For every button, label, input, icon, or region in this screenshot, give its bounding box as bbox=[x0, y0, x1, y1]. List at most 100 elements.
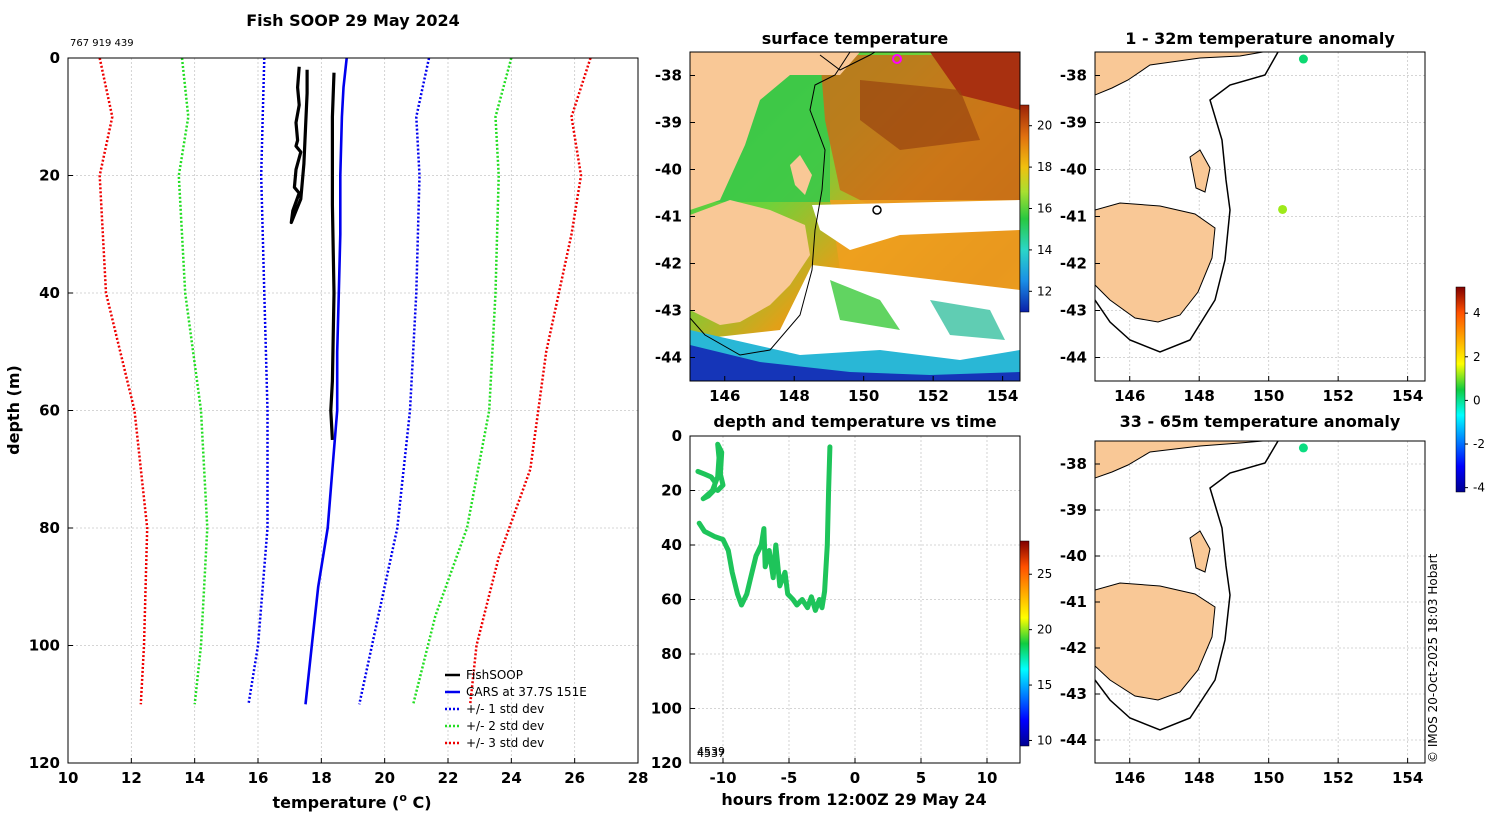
sst-ytick-label-1: -39 bbox=[655, 114, 682, 132]
depth-time-xtick-label-3: 5 bbox=[916, 769, 926, 787]
profile-ytick-label-6: 120 bbox=[29, 754, 60, 772]
anomaly-upper-ticks: 146 148 150 152 154 -38 -39 -40 -41 -42 -43 -44 bbox=[1060, 67, 1423, 406]
sst-colorbar-tick-label-1: 14 bbox=[1037, 243, 1052, 257]
anomaly-lower-ytick-label-2: -40 bbox=[1060, 547, 1087, 565]
depth-time-colorbar-tick-label-3: 25 bbox=[1037, 567, 1052, 581]
depth-time-colorbar-tick-label-0: 10 bbox=[1037, 733, 1052, 747]
legend-label-cars: CARS at 37.7S 151E bbox=[466, 685, 587, 699]
copyright-note: © IMOS 20-Oct-2025 18:03 Hobart bbox=[1426, 553, 1440, 763]
depth-time-series bbox=[695, 441, 833, 613]
anomaly-upper-ytick-label-3: -41 bbox=[1060, 208, 1087, 226]
anomaly-upper-ytick-label-2: -40 bbox=[1060, 161, 1087, 179]
sst-map: surface temperature 146 148 150 152 154 -38 -3… bbox=[655, 29, 1052, 405]
depth-time-ytick-label-5: 100 bbox=[651, 700, 682, 718]
anomaly-colorbar-tick-label-1: -2 bbox=[1473, 437, 1485, 451]
anomaly-upper-ytick-label-6: -44 bbox=[1060, 349, 1087, 367]
depth-time-ytick-label-4: 80 bbox=[661, 645, 682, 663]
anomaly-lower-xtick-label-3: 152 bbox=[1323, 769, 1354, 787]
depth-time-ytick-label-2: 40 bbox=[661, 536, 682, 554]
profile-xtick-label-0: 10 bbox=[58, 769, 79, 787]
profile-ytick-label-1: 20 bbox=[39, 167, 60, 185]
anomaly-lower-ytick-label-3: -41 bbox=[1060, 593, 1087, 611]
anomaly-lower-ytick-label-1: -39 bbox=[1060, 501, 1087, 519]
profile-series-1 bbox=[329, 72, 336, 440]
anomaly-upper-xtick-label-3: 152 bbox=[1323, 387, 1354, 405]
anomaly-upper-point-0 bbox=[1298, 54, 1308, 64]
anomaly-upper-map: 1 - 32m temperature anomaly 146 148 150 152… bbox=[1060, 29, 1485, 495]
sst-ytick-label-5: -43 bbox=[655, 302, 682, 320]
anomaly-colorbar bbox=[1455, 286, 1466, 493]
depth-time-xtick-label-0: -10 bbox=[709, 769, 736, 787]
anomaly-lower-ytick-label-6: -44 bbox=[1060, 731, 1087, 749]
depth-time-xtick-label-2: 0 bbox=[850, 769, 860, 787]
sst-ytick-label-0: -38 bbox=[655, 67, 682, 85]
depth-time-annotation-2: 4537 bbox=[697, 747, 725, 760]
anomaly-lower-xtick-label-4: 154 bbox=[1392, 769, 1423, 787]
anomaly-upper-land bbox=[1095, 52, 1279, 353]
anomaly-lower-ticks: 146 148 150 152 154 -38 -39 -40 -41 -42 -43 -44 bbox=[1060, 455, 1423, 787]
sst-marker-black bbox=[872, 205, 882, 215]
profile-xtick-label-3: 16 bbox=[248, 769, 269, 787]
anomaly-colorbar-tick-label-0: -4 bbox=[1473, 481, 1485, 495]
profile-xtick-label-6: 22 bbox=[438, 769, 459, 787]
anomaly-upper-xtick-label-4: 154 bbox=[1392, 387, 1423, 405]
profile-ytick-label-2: 40 bbox=[39, 284, 60, 302]
anomaly-lower-xtick-label-1: 148 bbox=[1184, 769, 1215, 787]
sst-field bbox=[690, 52, 1020, 381]
profile-legend: FishSOOP CARS at 37.7S 151E +/- 1 std de… bbox=[445, 668, 587, 750]
profile-xtick-label-2: 14 bbox=[184, 769, 205, 787]
anomaly-upper-xtick-label-1: 148 bbox=[1184, 387, 1215, 405]
depth-time-series-0 bbox=[695, 441, 726, 502]
legend-label-fishsoop: FishSOOP bbox=[466, 668, 523, 682]
profile-xtick-label-5: 20 bbox=[374, 769, 395, 787]
profile-series-6 bbox=[411, 58, 513, 705]
depth-time-colorbar-tick-label-2: 20 bbox=[1037, 623, 1052, 637]
profile-series-8 bbox=[468, 58, 592, 705]
sst-colorbar-ticks: 12 14 16 18 20 bbox=[1029, 119, 1052, 298]
depth-time-xtick-label-1: -5 bbox=[781, 769, 798, 787]
profile-series-4 bbox=[358, 58, 431, 705]
anomaly-lower-ytick-label-5: -43 bbox=[1060, 685, 1087, 703]
depth-time-annotation-1: 4539 bbox=[697, 745, 725, 758]
profile-series bbox=[98, 58, 592, 705]
depth-time-ytick-label-1: 20 bbox=[661, 482, 682, 500]
profile-series-0 bbox=[289, 66, 309, 225]
profile-ticks: 10 12 14 16 18 20 22 24 26 28 0 20 40 60 80 100 120 bbox=[29, 49, 649, 787]
anomaly-upper-ytick-label-1: -39 bbox=[1060, 114, 1087, 132]
sst-colorbar-tick-label-4: 20 bbox=[1037, 119, 1052, 133]
profile-series-5 bbox=[177, 58, 209, 705]
depth-time-colorbar bbox=[1019, 540, 1030, 747]
anomaly-upper-title: 1 - 32m temperature anomaly bbox=[1125, 29, 1395, 48]
anomaly-colorbar-tick-label-2: 0 bbox=[1473, 393, 1481, 407]
anomaly-lower-land bbox=[1095, 441, 1279, 731]
anomaly-lower-title: 33 - 65m temperature anomaly bbox=[1120, 412, 1401, 431]
ids-label: 767 919 439 bbox=[70, 38, 134, 49]
sst-colorbar-tick-label-2: 16 bbox=[1037, 202, 1052, 216]
anomaly-lower-ytick-label-4: -42 bbox=[1060, 639, 1087, 657]
sst-xtick-label-2: 150 bbox=[848, 387, 879, 405]
profile-xlabel: temperature (o C) bbox=[272, 791, 431, 812]
anomaly-colorbar-tick-label-3: 2 bbox=[1473, 350, 1481, 364]
anomaly-lower-point-0 bbox=[1298, 443, 1308, 453]
sst-ytick-label-3: -41 bbox=[655, 208, 682, 226]
depth-time-ytick-label-0: 0 bbox=[672, 427, 682, 445]
sst-colorbar-tick-label-3: 18 bbox=[1037, 160, 1052, 174]
profile-ytick-label-4: 80 bbox=[39, 519, 60, 537]
depth-time-chart: depth and temperature vs time -10 -5 0 5 100… bbox=[651, 412, 1053, 809]
profile-ytick-label-3: 60 bbox=[39, 402, 60, 420]
anomaly-upper-points bbox=[1278, 54, 1308, 214]
sst-xtick-label-4: 154 bbox=[987, 387, 1018, 405]
anomaly-upper-ytick-label-0: -38 bbox=[1060, 67, 1087, 85]
sst-xtick-label-3: 152 bbox=[918, 387, 949, 405]
profile-chart: 10 12 14 16 18 20 22 24 26 28 0 20 40 60 80 100 120 temp… bbox=[4, 49, 648, 812]
anomaly-upper-ytick-label-5: -43 bbox=[1060, 302, 1087, 320]
sst-xtick-label-1: 148 bbox=[779, 387, 810, 405]
sst-map-title: surface temperature bbox=[762, 29, 949, 48]
profile-ytick-label-5: 100 bbox=[29, 637, 60, 655]
legend-label-std3: +/- 3 std dev bbox=[466, 736, 544, 750]
depth-time-ytick-label-6: 120 bbox=[651, 754, 682, 772]
profile-ytick-label-0: 0 bbox=[50, 49, 60, 67]
depth-time-ytick-label-3: 60 bbox=[661, 591, 682, 609]
profile-xtick-label-9: 28 bbox=[628, 769, 649, 787]
